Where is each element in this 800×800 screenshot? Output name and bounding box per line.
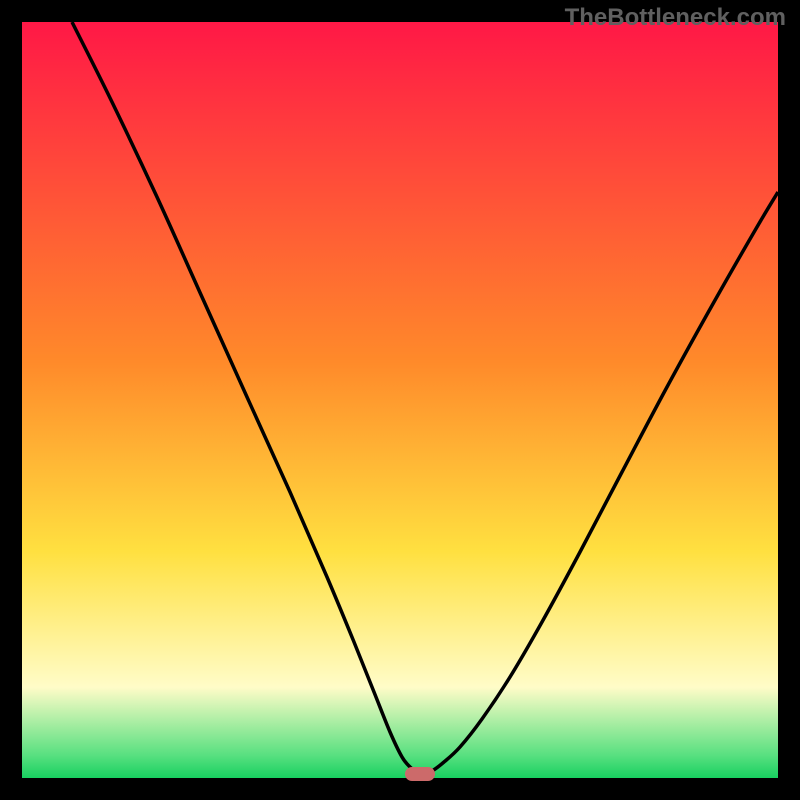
plot-area: [22, 22, 778, 778]
chart-frame: TheBottleneck.com: [0, 0, 800, 800]
optimal-marker: [405, 767, 435, 781]
watermark-text: TheBottleneck.com: [565, 4, 786, 32]
bottleneck-curve: [22, 22, 778, 778]
curve-path: [72, 22, 778, 774]
